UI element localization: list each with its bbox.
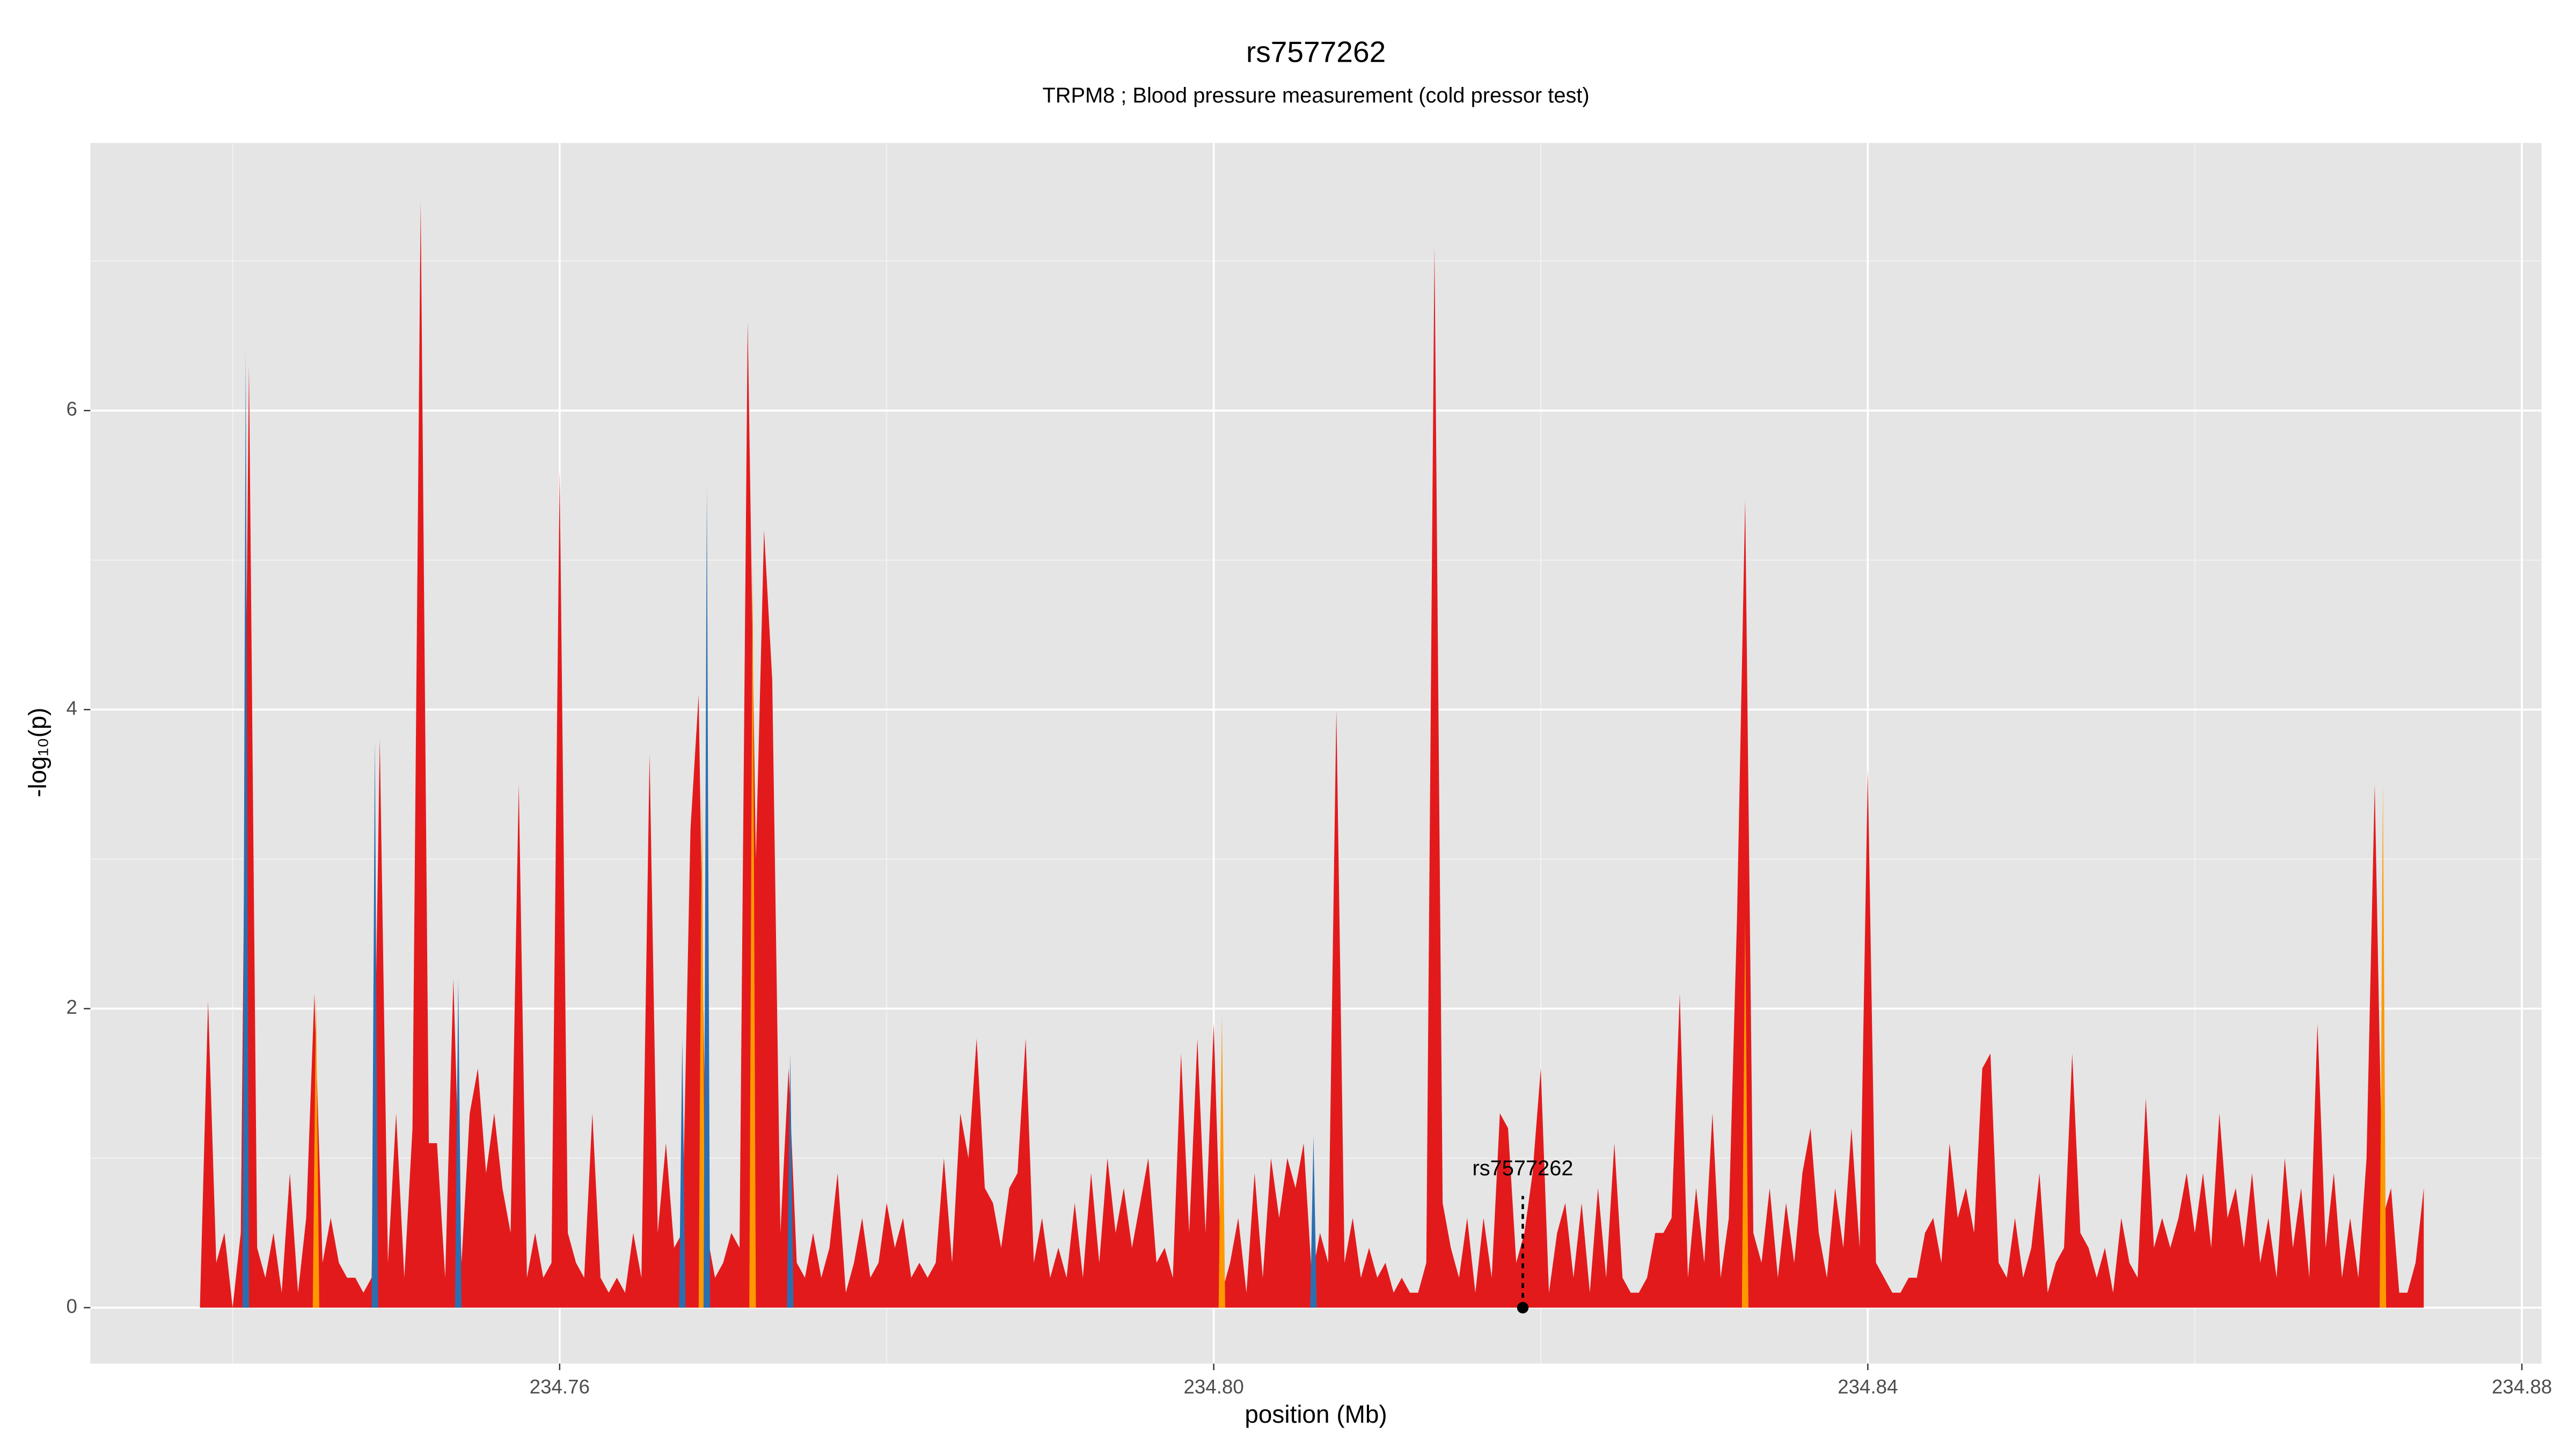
- x-tick-label: 234.84: [1838, 1375, 1898, 1397]
- y-tick-label: 0: [66, 1295, 77, 1317]
- x-axis-label: position (Mb): [1245, 1400, 1387, 1428]
- annotation-point: [1517, 1301, 1529, 1314]
- area: [200, 201, 2424, 1308]
- x-tick-label: 234.80: [1183, 1375, 1243, 1397]
- annotation-label: rs7577262: [1472, 1157, 1573, 1180]
- y-tick-label: 4: [66, 697, 77, 719]
- y-axis-label: -log₁₀(p): [24, 707, 52, 797]
- chart-subtitle: TRPM8 ; Blood pressure measurement (cold…: [1042, 84, 1589, 107]
- y-tick-label: 2: [66, 996, 77, 1018]
- y-tick-label: 6: [66, 398, 77, 420]
- chart-title: rs7577262: [1246, 35, 1386, 69]
- x-tick-label: 234.76: [530, 1375, 590, 1397]
- x-tick-label: 234.88: [2492, 1375, 2552, 1397]
